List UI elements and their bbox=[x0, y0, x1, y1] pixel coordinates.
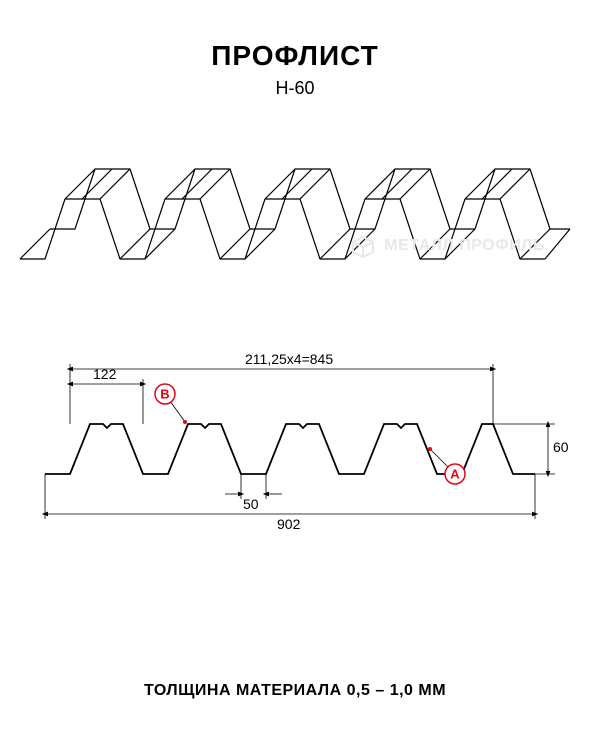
dim-60: 60 bbox=[553, 439, 569, 455]
marker-b: B bbox=[160, 387, 169, 402]
perspective-svg bbox=[15, 129, 575, 299]
perspective-view: МЕТАЛЛ ПРОФИЛЬ bbox=[15, 129, 575, 304]
dim-122: 122 bbox=[93, 366, 117, 382]
schematic-view: 122 211,25x4=845 50 902 60 B A bbox=[15, 344, 575, 569]
dim-50: 50 bbox=[243, 496, 259, 512]
schematic-svg: 122 211,25x4=845 50 902 60 B A bbox=[15, 344, 575, 564]
product-subtitle: Н-60 bbox=[275, 78, 314, 99]
dim-pitch: 211,25x4=845 bbox=[245, 351, 333, 367]
marker-a: A bbox=[450, 467, 460, 482]
material-thickness: ТОЛЩИНА МАТЕРИАЛА 0,5 – 1,0 ММ bbox=[144, 682, 446, 700]
product-title: ПРОФЛИСТ bbox=[211, 40, 378, 72]
dim-902: 902 bbox=[277, 516, 301, 532]
